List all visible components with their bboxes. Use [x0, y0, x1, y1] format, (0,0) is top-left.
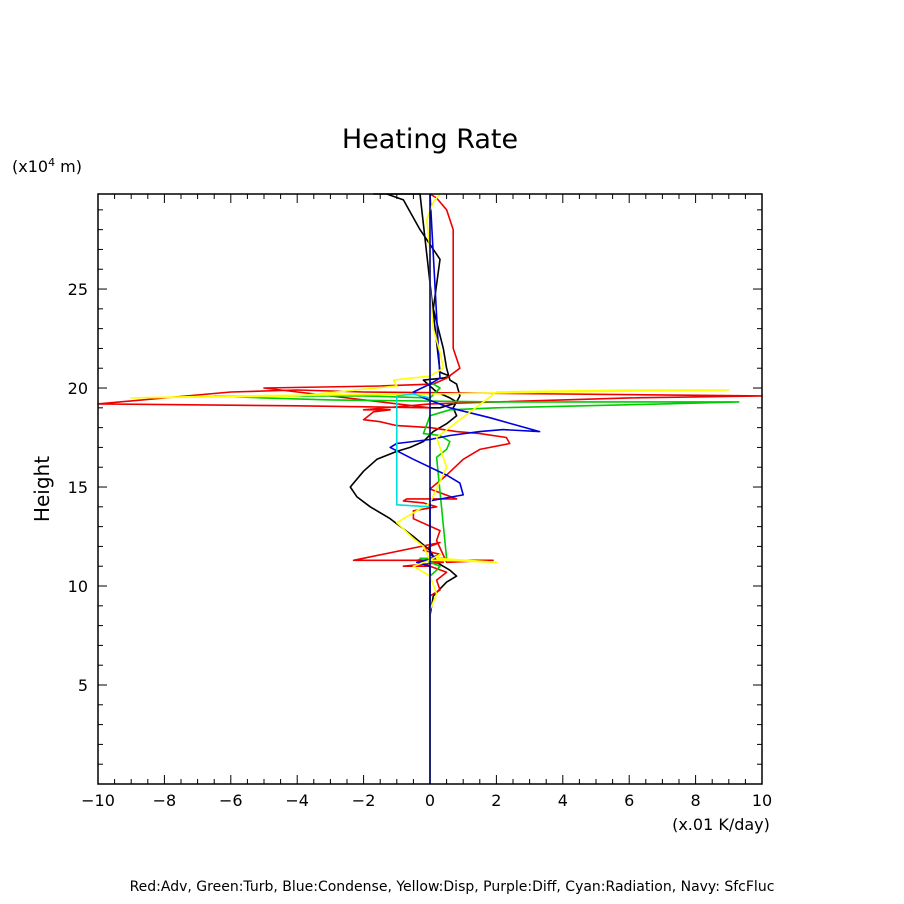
y-tick-labels: 5 10 15 20 25	[68, 280, 88, 695]
series-line-1	[349, 193, 461, 784]
x-tick-label: 8	[691, 791, 701, 810]
x-tick-label: 6	[624, 791, 634, 810]
axis-ticks	[97, 194, 763, 784]
y-tick-label: 25	[68, 280, 88, 299]
x-tick-label: −6	[219, 791, 243, 810]
x-tick-label: 0	[425, 791, 435, 810]
series-line-4	[389, 193, 541, 784]
x-tick-label: 4	[558, 791, 568, 810]
x-tick-label: −2	[352, 791, 376, 810]
y-unit-suffix: m)	[55, 157, 82, 176]
x-tick-label: 10	[752, 791, 772, 810]
plot-frame	[97, 193, 763, 785]
chart-title: Heating Rate	[342, 124, 518, 155]
x-tick-labels: −10 −8 −6 −4 −2 0 2 4 6 8 10	[81, 791, 772, 810]
x-tick-label: −10	[81, 791, 115, 810]
y-axis-label: Height	[30, 456, 54, 522]
x-tick-label: −8	[153, 791, 177, 810]
series-layer	[97, 193, 763, 784]
series-line-3	[213, 381, 740, 784]
x-unit-label: (x.01 K/day)	[672, 815, 770, 834]
legend-text: Red:Adv, Green:Turb, Blue:Condense, Yell…	[130, 879, 775, 895]
y-tick-label: 15	[68, 478, 88, 497]
x-tick-label: −4	[285, 791, 309, 810]
plot-area	[97, 193, 763, 785]
y-tick-label: 20	[68, 379, 88, 398]
y-tick-label: 5	[78, 676, 88, 695]
series-line-5	[130, 193, 730, 784]
y-unit-label: (x104 m)	[12, 156, 82, 176]
y-tick-label: 10	[68, 577, 88, 596]
x-tick-label: 2	[491, 791, 501, 810]
y-unit-prefix: (x10	[12, 157, 48, 176]
y-unit-exponent: 4	[48, 156, 55, 169]
